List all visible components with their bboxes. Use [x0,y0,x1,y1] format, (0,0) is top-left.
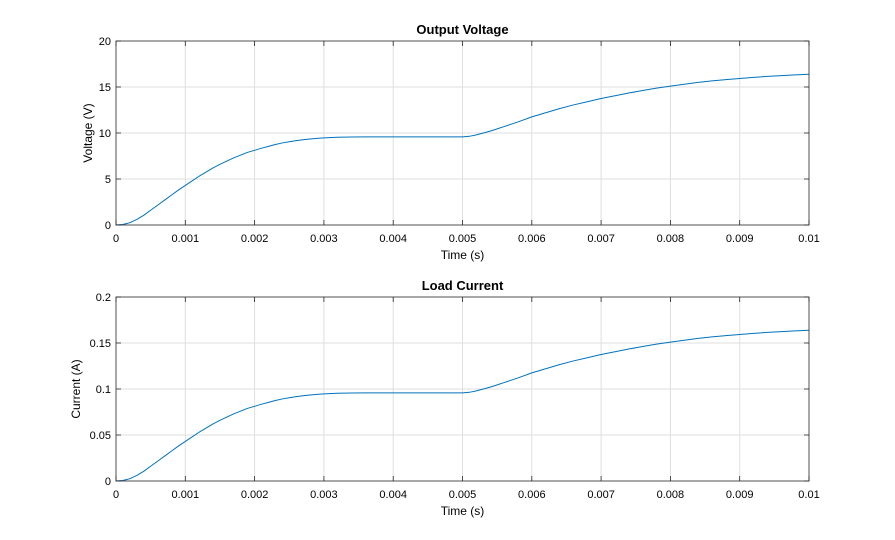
x-tick-label: 0.01 [798,489,819,501]
x-tick-label: 0 [113,233,119,245]
x-tick-label: 0.009 [726,233,754,245]
x-tick-label: 0.004 [379,489,407,501]
x-tick-label: 0.006 [518,489,546,501]
y-axis-label: Current (A) [69,359,83,418]
x-tick-label: 0.009 [726,489,754,501]
series-line [115,329,810,482]
x-tick-label: 0.004 [379,233,407,245]
y-axis-label: Voltage (V) [81,103,95,162]
x-tick-label: 0.006 [518,233,546,245]
y-tick-label: 20 [99,36,111,48]
x-tick-label: 0.001 [172,489,200,501]
x-tick-label: 0.003 [310,489,338,501]
x-tick-label: 0.005 [449,233,477,245]
x-axis-label: Time (s) [441,504,485,518]
y-tick-label: 0.05 [90,430,111,442]
x-tick-label: 0.003 [310,233,338,245]
chart-title: Load Current [422,278,504,293]
y-tick-label: 0 [105,220,111,232]
x-tick-label: 0 [113,489,119,501]
y-tick-label: 0.15 [90,338,111,350]
series-line [115,73,810,226]
chart-title: Output Voltage [416,22,508,37]
x-axis-label: Time (s) [441,248,485,262]
x-tick-label: 0.002 [241,233,269,245]
x-tick-label: 0.008 [657,233,685,245]
y-tick-label: 0.2 [96,292,111,304]
subplot-1: 0 0.001 0.002 0.003 0.004 0.005 0.006 0.007 0.00… [81,22,820,262]
x-tick-label: 0.002 [241,489,269,501]
y-tick-label: 10 [99,128,111,140]
x-tick-label: 0.007 [587,489,615,501]
y-tick-label: 5 [105,174,111,186]
x-tick-label: 0.008 [657,489,685,501]
y-tick-label: 0 [105,476,111,488]
subplot-2: 0 0.001 0.002 0.003 0.004 0.005 0.006 0.007 0.00… [69,278,820,518]
x-tick-label: 0.001 [172,233,200,245]
y-tick-label: 0.1 [96,384,111,396]
x-tick-label: 0.007 [587,233,615,245]
y-tick-label: 15 [99,82,111,94]
x-tick-label: 0.005 [449,489,477,501]
x-tick-label: 0.01 [798,233,819,245]
